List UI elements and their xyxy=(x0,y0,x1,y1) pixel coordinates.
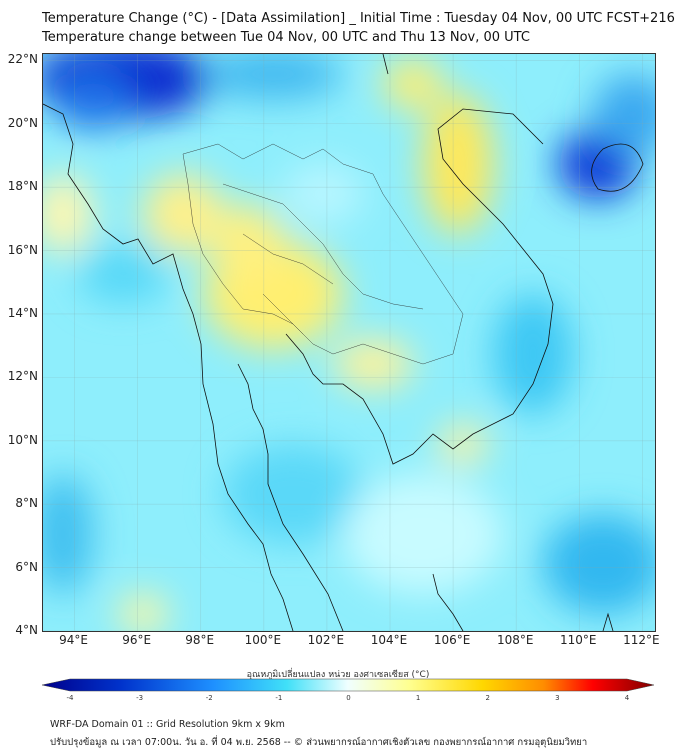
lon-label: 106°E xyxy=(433,633,471,647)
lon-label: 108°E xyxy=(496,633,534,647)
colorbar-tick: 4 xyxy=(624,694,630,702)
map-subtitle: Temperature change between Tue 04 Nov, 0… xyxy=(42,30,530,45)
lon-label: 94°E xyxy=(59,633,88,647)
temperature-change-map xyxy=(42,53,656,632)
lon-label: 96°E xyxy=(122,633,152,647)
colorbar-tick: -3 xyxy=(136,694,144,702)
coastline xyxy=(43,54,644,631)
colorbar-tick: 2 xyxy=(485,694,490,702)
lon-label: 104°E xyxy=(370,633,408,647)
lat-label: 16°N xyxy=(7,242,38,257)
borders xyxy=(182,143,464,365)
temperature-field xyxy=(43,54,655,631)
lon-label: 110°E xyxy=(560,633,597,647)
colorbar-tick: 3 xyxy=(555,694,560,702)
colorbar-gradient xyxy=(41,678,655,692)
colorbar-tick: 0 xyxy=(346,694,351,702)
lat-label: 14°N xyxy=(7,305,38,320)
map-field xyxy=(43,54,655,631)
lat-label: 8°N xyxy=(15,496,38,511)
colorbar-tick: 1 xyxy=(415,694,421,702)
lat-label: 20°N xyxy=(7,115,38,130)
footer-credits: ปรับปรุงข้อมูล ณ เวลา 07:00น. วัน อ. ที่… xyxy=(50,737,588,748)
colorbar-tick: -2 xyxy=(205,694,213,702)
lat-label: 12°N xyxy=(7,369,38,384)
lon-label: 112°E xyxy=(623,633,660,647)
lon-label: 100°E xyxy=(244,633,282,647)
map-title: Temperature Change (°C) - [Data Assimila… xyxy=(42,11,675,26)
colorbar-label: อุณหภูมิเปลี่ยนแปลง หน่วย องศาเซลเซียส (… xyxy=(246,670,430,680)
colorbar-tick: -4 xyxy=(66,694,74,702)
lat-label: 22°N xyxy=(7,52,38,67)
lat-label: 10°N xyxy=(7,432,38,447)
colorbar xyxy=(41,678,655,692)
lat-label: 6°N xyxy=(15,559,38,574)
lon-label: 98°E xyxy=(185,633,215,647)
lat-label: 18°N xyxy=(7,179,38,194)
lon-label: 102°E xyxy=(307,633,345,647)
colorbar-tick: -1 xyxy=(275,694,283,702)
lat-label: 4°N xyxy=(15,623,38,637)
footer-model-info: WRF-DA Domain 01 :: Grid Resolution 9km … xyxy=(50,719,285,730)
